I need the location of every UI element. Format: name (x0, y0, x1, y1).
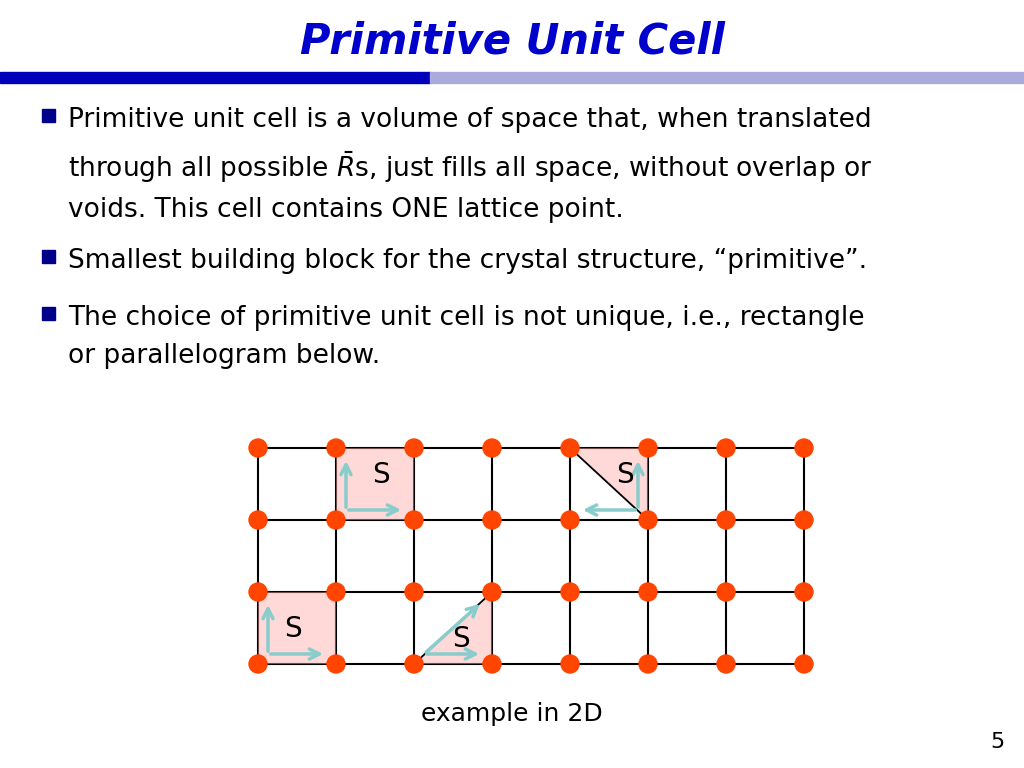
Polygon shape (414, 592, 492, 664)
Circle shape (327, 439, 345, 457)
Circle shape (717, 511, 735, 529)
Circle shape (406, 583, 423, 601)
Text: S: S (373, 462, 390, 489)
Circle shape (327, 511, 345, 529)
Circle shape (561, 439, 579, 457)
Circle shape (327, 655, 345, 673)
Circle shape (795, 583, 813, 601)
Bar (430, 72, 1024, 83)
Circle shape (249, 583, 267, 601)
Circle shape (249, 511, 267, 529)
Text: S: S (615, 462, 634, 489)
Text: The choice of primitive unit cell is not unique, i.e., rectangle
or parallelogra: The choice of primitive unit cell is not… (68, 305, 864, 369)
Text: S: S (452, 625, 470, 653)
Circle shape (483, 511, 501, 529)
Circle shape (639, 511, 657, 529)
Polygon shape (570, 448, 648, 520)
Circle shape (406, 439, 423, 457)
Circle shape (795, 655, 813, 673)
Text: S: S (285, 615, 302, 644)
Circle shape (717, 655, 735, 673)
Circle shape (483, 583, 501, 601)
Circle shape (561, 655, 579, 673)
Circle shape (249, 655, 267, 673)
Circle shape (639, 439, 657, 457)
Circle shape (406, 655, 423, 673)
Circle shape (561, 583, 579, 601)
Bar (0, 72, 430, 83)
Circle shape (327, 583, 345, 601)
Circle shape (639, 655, 657, 673)
Circle shape (483, 655, 501, 673)
Text: example in 2D: example in 2D (421, 702, 603, 726)
Circle shape (561, 511, 579, 529)
Bar (42, 250, 55, 263)
Circle shape (639, 583, 657, 601)
Circle shape (717, 439, 735, 457)
Text: Primitive unit cell is a volume of space that, when translated
through all possi: Primitive unit cell is a volume of space… (68, 107, 872, 223)
Text: Smallest building block for the crystal structure, “primitive”.: Smallest building block for the crystal … (68, 248, 867, 274)
Bar (42, 109, 55, 122)
Text: Primitive Unit Cell: Primitive Unit Cell (300, 21, 724, 63)
Bar (336, 448, 414, 520)
Circle shape (249, 439, 267, 457)
Circle shape (717, 583, 735, 601)
Circle shape (483, 439, 501, 457)
Circle shape (795, 511, 813, 529)
Text: 5: 5 (991, 732, 1005, 752)
Bar (42, 307, 55, 320)
Circle shape (795, 439, 813, 457)
Circle shape (406, 511, 423, 529)
Bar (258, 592, 336, 664)
